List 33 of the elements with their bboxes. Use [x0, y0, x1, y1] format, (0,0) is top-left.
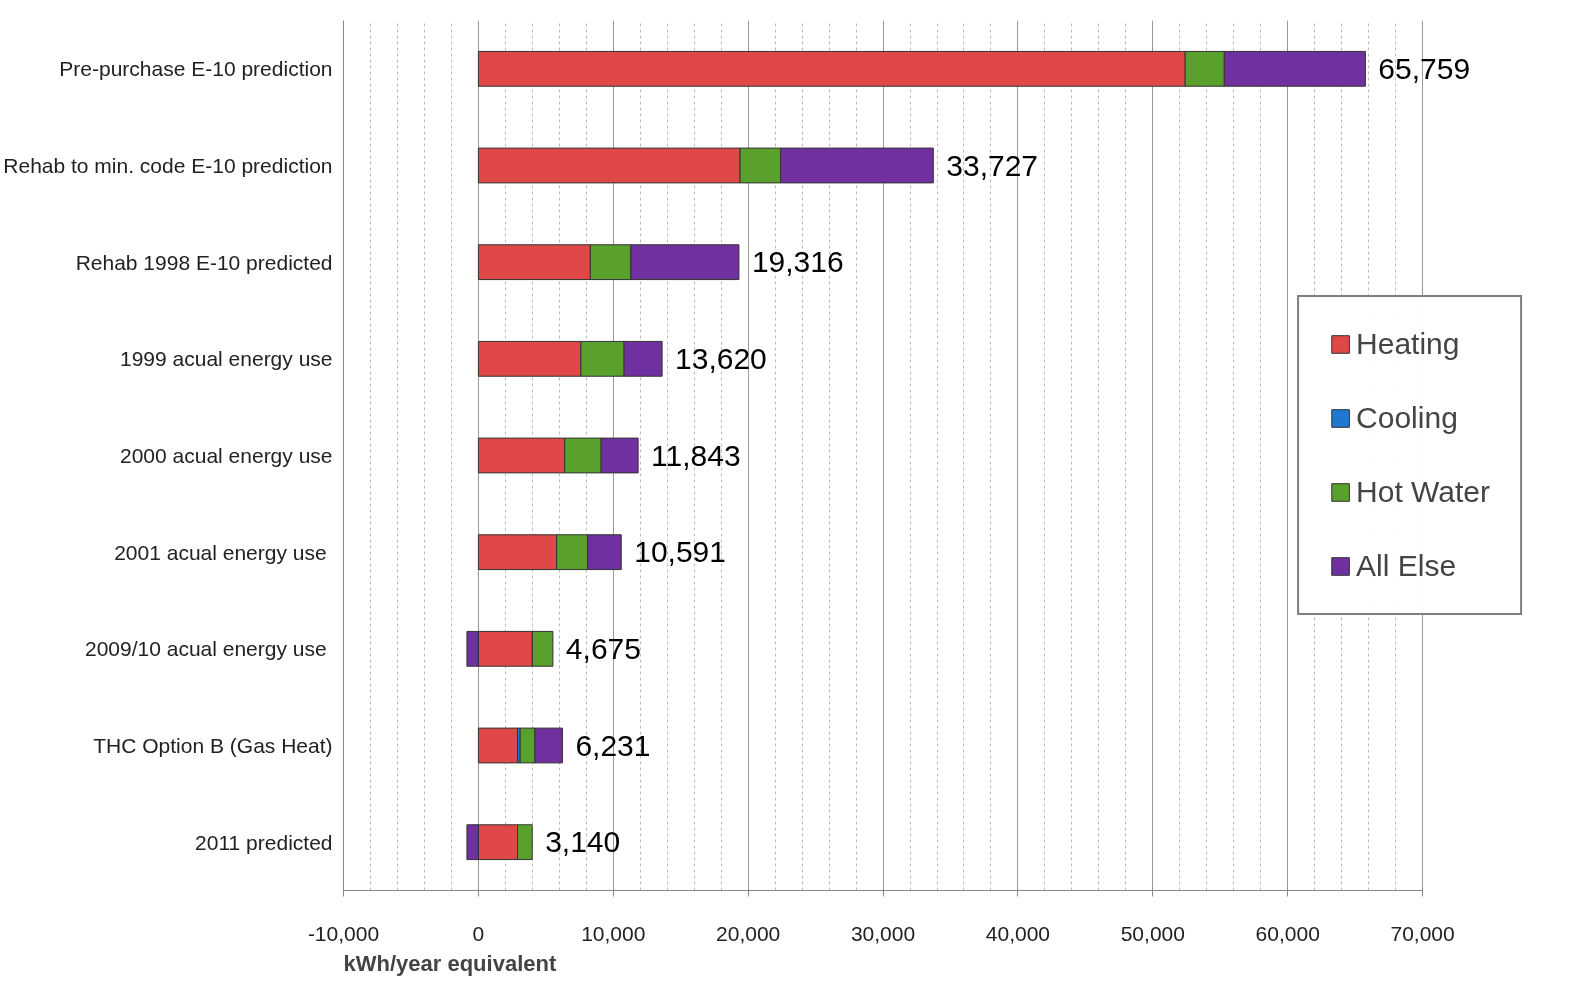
x-tick-label: -10,000 — [307, 921, 380, 945]
total-label: 33,727 — [946, 148, 1039, 182]
y-tick-label: 2009/10 acual energy use — [84, 637, 327, 661]
legend-label: All Else — [1356, 549, 1457, 583]
total-label: 4,675 — [565, 631, 641, 665]
x-tick-label: 20,000 — [716, 921, 781, 945]
y-tick-label: 2011 predicted — [195, 830, 333, 854]
x-tick-label: 30,000 — [850, 921, 916, 945]
y-tick-label: 2001 acual energy use — [114, 540, 327, 564]
x-tick-label: 40,000 — [985, 921, 1051, 945]
x-tick-label: 0 — [472, 921, 485, 945]
total-label: 13,620 — [675, 341, 767, 375]
total-label: 3,140 — [545, 825, 621, 859]
total-label: 11,843 — [651, 438, 741, 472]
x-tick-label: 70,000 — [1390, 921, 1455, 945]
total-label: 19,316 — [751, 245, 844, 279]
total-label: 65,759 — [1378, 51, 1471, 85]
legend-label: Heating — [1356, 327, 1460, 361]
x-axis-title: kWh/year equivalent — [343, 950, 557, 976]
y-tick-label: Pre-purchase E-10 prediction — [59, 57, 333, 81]
total-label: 10,591 — [634, 535, 726, 569]
y-tick-label: 2000 acual energy use — [120, 444, 333, 467]
y-tick-label: 1999 acual energy use — [120, 347, 333, 371]
legend-label: Hot Water — [1356, 475, 1490, 509]
y-tick-label: THC Option B (Gas Heat) — [93, 734, 333, 757]
total-label: 6,231 — [575, 728, 651, 762]
x-tick-label: 50,000 — [1120, 921, 1185, 945]
x-tick-label: 60,000 — [1255, 921, 1320, 945]
y-tick-label: Rehab to min. code E-10 prediction — [3, 154, 333, 177]
legend-label: Cooling — [1356, 401, 1458, 435]
bar — [477, 727, 518, 764]
y-tick-label: Rehab 1998 E-10 predicted — [75, 250, 333, 274]
x-tick-label: 10,000 — [581, 921, 646, 945]
